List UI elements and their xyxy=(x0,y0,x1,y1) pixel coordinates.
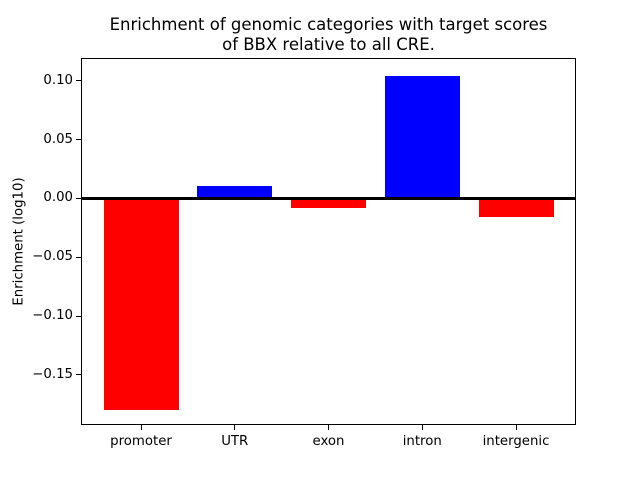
y-tick xyxy=(76,197,81,199)
x-tick-label: intergenic xyxy=(482,434,550,449)
bar-intron xyxy=(384,76,460,199)
x-tick xyxy=(328,425,329,430)
x-tick-label: promoter xyxy=(110,434,172,449)
x-tick-label: UTR xyxy=(221,434,249,449)
y-tick-label: −0.10 xyxy=(32,308,73,324)
x-tick xyxy=(421,425,423,430)
bar-UTR xyxy=(197,185,273,199)
y-tick xyxy=(76,139,81,141)
y-tick xyxy=(76,374,81,376)
y-tick-label: 0.05 xyxy=(43,131,73,147)
x-tick xyxy=(140,425,142,430)
x-tick xyxy=(234,425,236,430)
y-tick-label: −0.15 xyxy=(32,366,73,382)
y-tick xyxy=(76,315,81,317)
bar-intergenic xyxy=(478,198,554,218)
y-tick xyxy=(76,80,81,82)
x-tick xyxy=(515,425,517,430)
y-tick-label: −0.05 xyxy=(32,249,73,265)
x-tick-label: exon xyxy=(312,434,345,449)
y-tick-label: 0.00 xyxy=(43,190,73,206)
bar-promoter xyxy=(103,198,179,411)
chart-title: Enrichment of genomic categories with ta… xyxy=(109,15,548,54)
zero-line xyxy=(81,197,576,200)
x-tick-label: intron xyxy=(402,434,442,449)
y-tick xyxy=(76,256,81,258)
bar-exon xyxy=(291,198,366,208)
y-tick-label: 0.10 xyxy=(43,72,73,88)
